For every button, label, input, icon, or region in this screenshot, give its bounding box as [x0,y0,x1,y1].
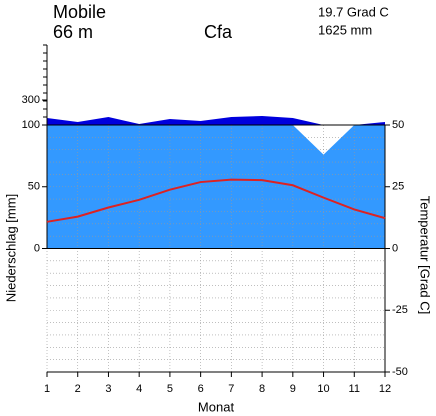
x-tick-label: 10 [317,383,329,395]
x-tick-label: 1 [44,383,50,395]
y-tick-label: 300 [22,94,40,106]
x-tick-label: 4 [136,383,142,395]
x-tick-label: 6 [198,383,204,395]
y2-axis-label: Temperatur [Grad C] [418,196,433,315]
x-tick-label: 3 [105,383,111,395]
y-tick-label: 50 [28,181,40,193]
y-tick-label: 100 [22,119,40,131]
y2-tick-label: -25 [392,304,408,316]
y2-tick-label: -50 [392,366,408,378]
climate-class: Cfa [204,22,233,42]
elevation: 66 m [53,22,93,42]
x-tick-label: 12 [379,383,391,395]
x-tick-label: 11 [349,383,360,395]
x-axis-label: Monat [198,399,235,414]
y2-tick-label: 0 [392,242,398,254]
y2-tick-label: 25 [392,181,404,193]
x-tick-label: 5 [167,383,173,395]
humid-area [47,116,385,125]
y2-tick-label: 50 [392,119,404,131]
x-tick-label: 7 [228,383,234,395]
temperature-line [46,178,386,223]
station-name: Mobile [53,2,106,22]
annual-precipitation: 1625 mm [318,22,372,37]
mean-temperature: 19.7 Grad C [318,4,389,19]
y-tick-label: 0 [34,242,40,254]
x-tick-label: 8 [259,383,265,395]
x-tick-label: 9 [290,383,296,395]
x-tick-label: 2 [75,383,81,395]
y-axis-label: Niederschlag [mm] [3,194,18,302]
